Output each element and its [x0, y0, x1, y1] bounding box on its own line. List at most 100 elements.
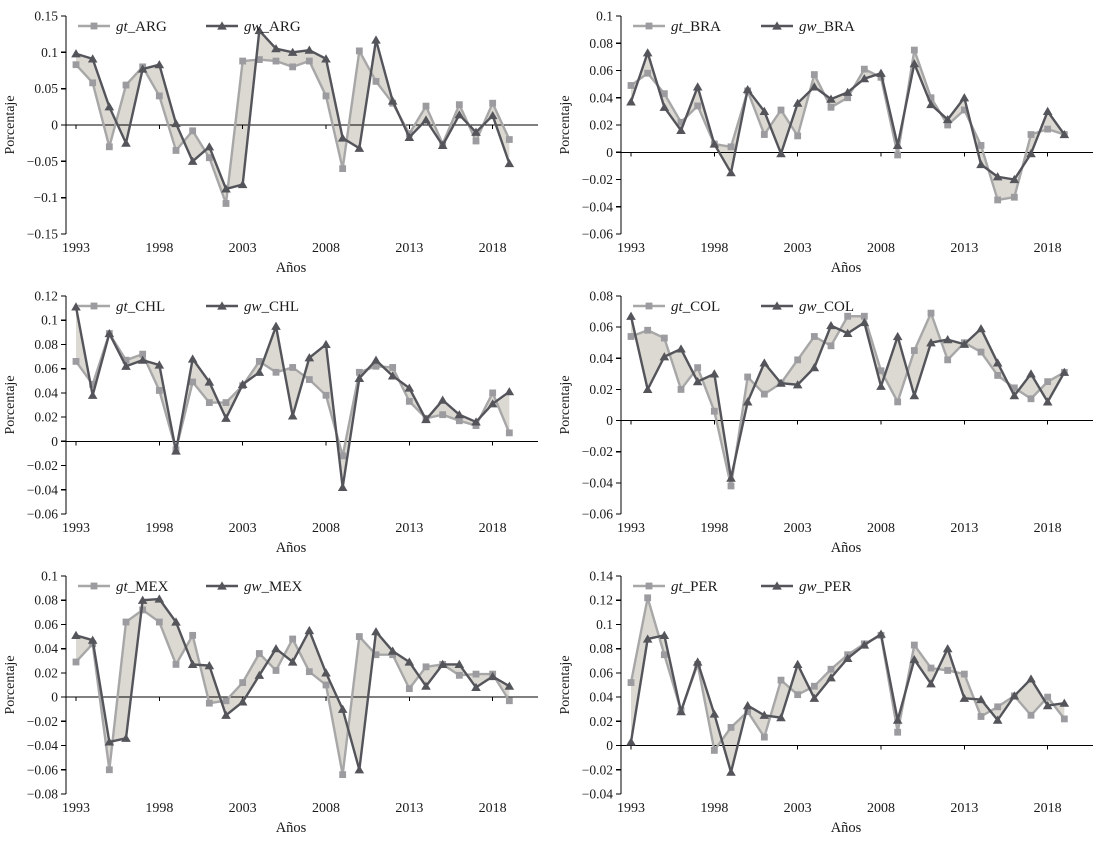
marker-square	[155, 618, 163, 626]
marker-triangle	[1009, 391, 1020, 400]
marker-triangle	[221, 184, 231, 193]
x-tick-label: 2018	[479, 801, 507, 816]
marker-triangle	[892, 140, 903, 150]
y-axis: 0.14 0.12 0.1 0.08 0.06 0.04 0.02 0 −0.02 −0.04	[582, 569, 622, 802]
marker-square	[322, 391, 330, 399]
marker-square	[860, 312, 868, 320]
marker-triangle	[976, 159, 986, 169]
marker-square	[660, 651, 668, 659]
y-tick-label: −0.06	[582, 507, 613, 522]
marker-triangle	[776, 378, 786, 387]
marker-triangle	[171, 446, 181, 455]
marker-triangle	[709, 369, 720, 378]
marker-square	[827, 342, 835, 350]
marker-triangle	[642, 384, 653, 394]
y-tick-label: 0.08	[589, 641, 613, 656]
x-tick-label: 2013	[395, 521, 423, 536]
marker-triangle	[776, 713, 786, 722]
marker-square	[205, 699, 213, 707]
marker-triangle	[942, 644, 953, 653]
marker-square	[1027, 395, 1035, 403]
marker-triangle	[154, 594, 165, 603]
chart-chl: 0.12 0.1 0.08 0.06 0.04 0.02 0 −0.02 −0.04 −0.06 1…	[3, 289, 538, 556]
y-tick-label: 0.04	[34, 385, 58, 400]
marker-triangle	[304, 45, 315, 54]
marker-square	[89, 381, 97, 388]
chart-panel-chl: 0.12 0.1 0.08 0.06 0.04 0.02 0 −0.02 −0.04 −0.06 1…	[0, 280, 555, 560]
y-tick-label: −0.04	[27, 482, 58, 497]
marker-square	[760, 733, 768, 741]
marker-triangle	[759, 710, 770, 719]
y-axis-title: Porcentaje	[558, 375, 573, 434]
marker-square	[205, 399, 213, 406]
marker-square	[105, 766, 113, 774]
y-tick-label: −0.04	[27, 738, 58, 753]
marker-square	[877, 367, 885, 375]
x-axis-title: Años	[831, 540, 862, 556]
marker-triangle	[676, 125, 686, 135]
marker-square	[272, 368, 280, 376]
marker-triangle	[742, 700, 753, 710]
marker-square	[355, 633, 363, 640]
marker-triangle	[454, 659, 465, 669]
marker-triangle	[759, 106, 770, 115]
marker-square	[844, 312, 852, 320]
marker-triangle	[137, 64, 148, 73]
marker-triangle	[271, 44, 281, 53]
y-tick-label: 0.02	[589, 382, 613, 397]
chart-per: 0.14 0.12 0.1 0.08 0.06 0.04 0.02 0 −0.02 −0.04 19…	[558, 569, 1093, 836]
marker-triangle	[337, 133, 348, 142]
marker-triangle	[1059, 367, 1070, 376]
marker-square	[189, 631, 197, 639]
marker-triangle	[942, 335, 953, 344]
x-axis-title: Años	[276, 260, 307, 276]
marker-square	[944, 667, 952, 674]
marker-square	[794, 356, 802, 364]
x-tick-label: 2003	[229, 521, 257, 536]
marker-triangle	[909, 391, 920, 400]
marker-square	[827, 665, 835, 673]
y-tick-label: −0.05	[27, 154, 58, 169]
y-axis: 0.1 0.08 0.06 0.04 0.02 0 −0.02 −0.04 −0.06 −0.08	[27, 569, 67, 802]
series-gw_CHL	[71, 302, 515, 491]
x-tick-label: 2018	[479, 241, 507, 256]
marker-square	[322, 92, 330, 100]
marker-square	[239, 679, 247, 686]
marker-triangle	[454, 110, 465, 119]
marker-triangle	[692, 377, 703, 386]
y-tick-label: 0.08	[34, 593, 58, 608]
marker-triangle	[826, 673, 836, 682]
x-tick-label: 2008	[312, 801, 340, 816]
marker-triangle	[1026, 674, 1036, 683]
marker-triangle	[709, 709, 720, 718]
y-tick-label: −0.04	[582, 199, 613, 214]
marker-triangle	[271, 644, 281, 653]
y-tick-label: −0.02	[582, 172, 613, 187]
band-fill	[76, 30, 510, 204]
marker-square	[105, 143, 113, 151]
marker-square	[422, 102, 430, 110]
marker-square	[794, 691, 802, 699]
marker-triangle	[271, 321, 281, 330]
marker-triangle	[959, 339, 970, 348]
marker-square	[422, 663, 430, 671]
marker-triangle	[726, 168, 736, 177]
marker-triangle	[437, 659, 448, 669]
y-axis: 0.15 0.1 0.05 0 −0.05 −0.1 −0.15	[27, 9, 67, 242]
marker-triangle	[71, 630, 81, 639]
marker-square	[627, 82, 635, 89]
marker-square	[727, 482, 735, 490]
marker-square	[794, 132, 802, 140]
marker-triangle	[121, 361, 131, 370]
y-axis-title: Porcentaje	[3, 95, 18, 154]
marker-triangle	[321, 54, 331, 63]
marker-triangle	[992, 358, 1003, 367]
legend-label: gw_CHL	[244, 299, 299, 315]
y-tick-label: 0.02	[34, 410, 58, 425]
x-tick-label: 2018	[1034, 801, 1062, 816]
marker-triangle	[154, 360, 165, 369]
x-tick-label: 1993	[62, 521, 90, 536]
marker-triangle	[692, 82, 703, 91]
legend-marker-triangle	[772, 581, 782, 590]
